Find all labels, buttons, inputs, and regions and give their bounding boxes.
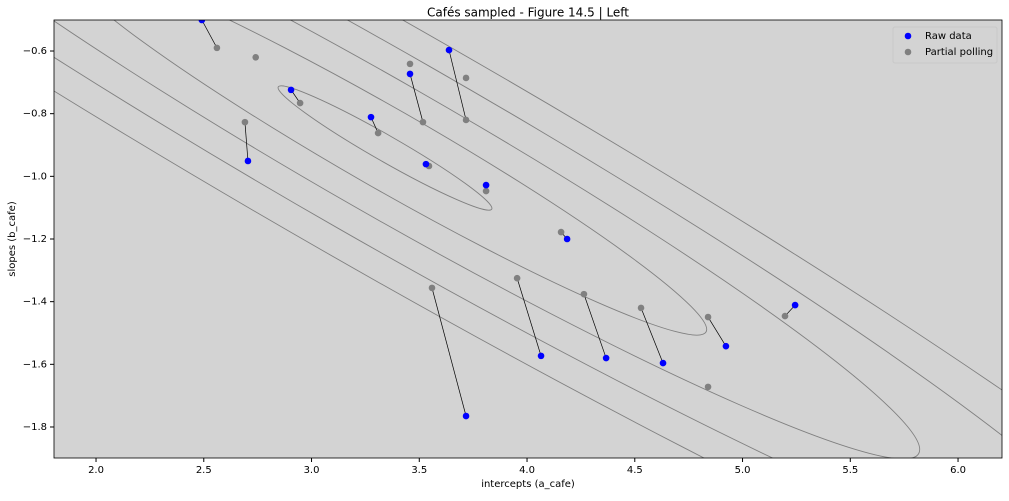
y-tick-label: −0.6 — [23, 46, 47, 57]
legend-box — [892, 26, 998, 64]
point — [406, 60, 414, 68]
point — [374, 129, 382, 137]
shrinkage-line — [448, 49, 467, 121]
marks — [198, 20, 799, 420]
x-tick-label: 3.0 — [304, 465, 320, 476]
point — [462, 116, 470, 124]
shrinkage-line — [201, 20, 218, 49]
legend-label: Partial polling — [925, 47, 993, 58]
point — [252, 53, 260, 61]
contour — [54, 20, 921, 458]
shrinkage-line — [707, 316, 727, 347]
y-tick-label: −1.2 — [23, 234, 47, 245]
shrinkage-line — [244, 122, 249, 162]
y-tick-label: −1.6 — [23, 359, 47, 370]
point — [482, 187, 490, 195]
point — [406, 70, 414, 78]
point — [704, 313, 712, 321]
point — [659, 359, 667, 367]
x-tick-label: 5.5 — [842, 465, 858, 476]
point — [563, 235, 571, 243]
legend-label: Raw data — [925, 31, 972, 42]
point — [462, 74, 470, 82]
contour — [62, 20, 708, 336]
point — [296, 99, 304, 107]
point — [422, 160, 430, 168]
shrinkage-line — [640, 307, 664, 364]
point — [367, 113, 375, 121]
shrinkage-line — [431, 287, 467, 417]
point — [462, 412, 470, 420]
point — [704, 383, 712, 391]
x-tick-label: 3.5 — [411, 465, 427, 476]
x-tick-label: 6.0 — [950, 465, 966, 476]
point — [537, 352, 545, 360]
x-tick-label: 2.5 — [196, 465, 212, 476]
point — [287, 86, 295, 94]
x-tick-label: 4.5 — [627, 465, 643, 476]
legend-marker — [904, 48, 912, 56]
point — [198, 20, 206, 24]
point — [445, 46, 453, 54]
point — [241, 118, 249, 126]
y-tick-label: −0.8 — [23, 109, 47, 120]
point — [602, 354, 610, 362]
shrinkage-line — [583, 294, 607, 359]
point — [637, 304, 645, 312]
point — [419, 118, 427, 126]
point — [781, 312, 789, 320]
plot-area — [54, 20, 1002, 458]
y-tick-label: −1.8 — [23, 422, 47, 433]
chart-title: Cafés sampled - Figure 14.5 | Left — [427, 6, 629, 20]
point — [213, 44, 221, 52]
x-tick-label: 2.0 — [88, 465, 104, 476]
x-axis-label: intercepts (a_cafe) — [481, 479, 575, 490]
x-tick-label: 5.0 — [735, 465, 751, 476]
point — [722, 342, 730, 350]
point — [482, 181, 490, 189]
legend-marker — [904, 32, 912, 40]
point — [428, 284, 436, 292]
point — [244, 157, 252, 165]
point — [557, 228, 565, 236]
x-tick-label: 4.0 — [519, 465, 535, 476]
y-axis-label: slopes (b_cafe) — [7, 201, 18, 277]
shrinkage-line — [409, 73, 424, 123]
contour — [277, 85, 493, 211]
point — [580, 290, 588, 298]
point — [791, 301, 799, 309]
y-tick-label: −1.4 — [23, 297, 47, 308]
y-tick-label: −1.0 — [23, 171, 47, 182]
shrinkage-line — [516, 278, 542, 356]
point — [513, 274, 521, 282]
